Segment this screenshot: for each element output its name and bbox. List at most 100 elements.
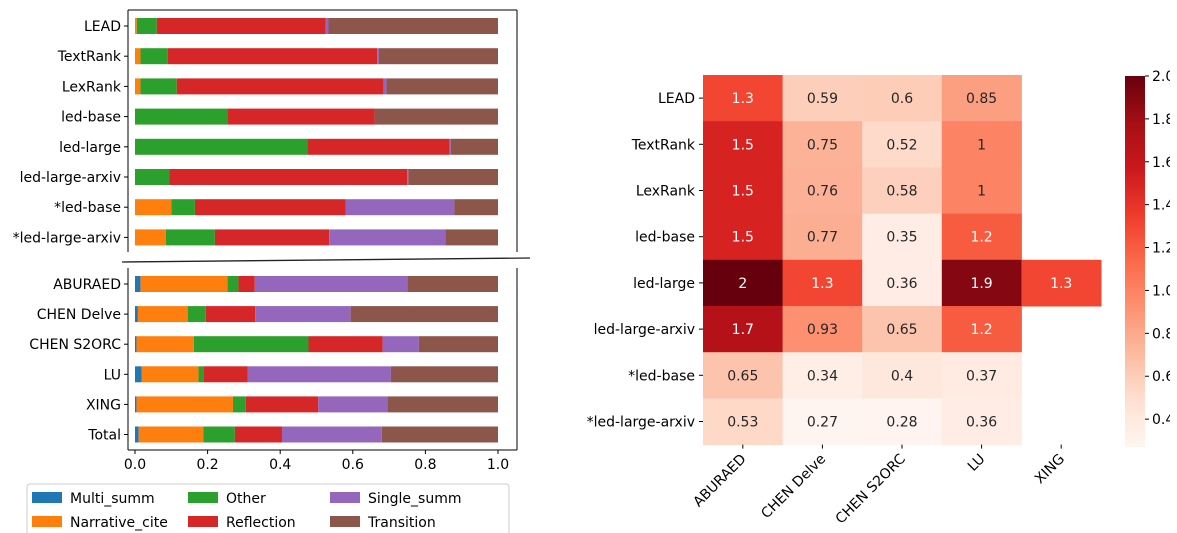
legend-label: Single_summ (368, 491, 461, 507)
heatmap-cell (782, 398, 863, 446)
x-tick-label: 1.0 (487, 457, 509, 473)
cell-label: 1 (977, 184, 986, 200)
cell-label: 1.2 (970, 230, 992, 246)
row-label: TextRank (631, 137, 696, 153)
bar-segment (227, 108, 375, 125)
colorbar-tick-label: 1.8 (1152, 112, 1170, 128)
heatmap-cell (703, 352, 784, 399)
column-label: LU (965, 451, 989, 475)
cell-label: 0.85 (966, 91, 997, 107)
bar-segment (378, 48, 498, 65)
bar-segment (318, 396, 388, 413)
cell-label: 1.5 (732, 184, 754, 200)
heatmap-cell (782, 75, 863, 122)
y-tick-label: led-base (61, 110, 121, 126)
row-label: *led-large-arxiv (587, 415, 695, 431)
bar-segment (135, 108, 228, 125)
bar-segment (136, 396, 234, 413)
bar-segment (169, 169, 408, 185)
bar-segment (454, 199, 498, 216)
column-label: CHEN S2ORC (833, 451, 909, 527)
bar-segment (255, 306, 351, 323)
bar-segment (282, 426, 382, 443)
row-label: led-base (635, 230, 695, 246)
heatmap-cell (862, 213, 943, 261)
colorbar-tick-label: 0.4 (1152, 412, 1170, 428)
bar-segment (254, 276, 408, 292)
heatmap-cell (862, 352, 943, 399)
heatmap-cell (703, 306, 784, 353)
row-label: led-large-arxiv (594, 322, 695, 338)
heatmap-cell (862, 121, 943, 168)
y-tick-label: ABURAED (53, 277, 121, 293)
legend-label: Narrative_cite (70, 515, 168, 531)
bar-segment (198, 366, 204, 383)
y-tick-label: LEAD (84, 19, 121, 35)
bar-segment (234, 426, 283, 443)
colorbar (1125, 76, 1145, 447)
legend-swatch (188, 492, 218, 503)
column-label: XING (1032, 451, 1068, 487)
bar-segment (136, 18, 157, 34)
bar-segment (408, 169, 498, 185)
bar-segment (449, 138, 451, 155)
cell-label: 0.76 (807, 184, 838, 200)
cell-label: 0.77 (807, 230, 838, 246)
y-tick-label: *led-base (54, 200, 121, 216)
cell-label: 1.2 (970, 322, 992, 338)
bar-segment (187, 306, 206, 323)
legend-swatch (188, 516, 218, 527)
bar-segment (205, 306, 256, 323)
y-tick-label: CHEN Delve (37, 307, 121, 323)
cell-label: 0.34 (807, 368, 838, 384)
cell-label: 1.9 (970, 276, 992, 292)
y-tick-label: led-large-arxiv (20, 170, 121, 186)
heatmap-cell (941, 398, 1022, 446)
bar-segment (140, 78, 177, 95)
bar-segment (194, 199, 346, 216)
cell-label: 1.5 (732, 230, 754, 246)
row-label: led-large (633, 276, 695, 292)
bar-segment (407, 276, 498, 292)
bar-segment (193, 336, 309, 353)
bar-segment (450, 138, 498, 155)
cell-label: 1.3 (1050, 276, 1072, 292)
bar-segment (227, 276, 239, 292)
bar-segment (329, 229, 446, 246)
heatmap-cell (862, 167, 943, 215)
bar-segment (308, 336, 383, 353)
cell-label: 0.27 (807, 415, 838, 431)
bar-segment (137, 306, 188, 323)
bar-segment (238, 276, 255, 292)
column-label: CHEN Delve (758, 451, 829, 522)
bar-segment (387, 396, 498, 413)
y-tick-label: TextRank (57, 49, 122, 65)
x-tick-label: 0.2 (196, 457, 218, 473)
bar-segment (135, 169, 170, 185)
cell-label: 0.35 (886, 230, 917, 246)
cell-label: 1.7 (732, 322, 754, 338)
cell-label: 0.58 (886, 184, 917, 200)
bar-segment (140, 48, 168, 65)
bar-segment (135, 396, 137, 413)
bar-segment (350, 306, 498, 323)
y-tick-label: *led-large-arxiv (13, 230, 121, 246)
cell-label: 0.36 (886, 276, 917, 292)
cell-label: 0.53 (727, 415, 758, 431)
legend-swatch (32, 492, 62, 503)
legend: Multi_summ Narrative_cite Other Reflection S… (26, 483, 510, 533)
bar-segment (171, 199, 195, 216)
legend-label: Reflection (226, 515, 296, 531)
heatmap-cell (703, 121, 784, 168)
axis-break-line (121, 257, 531, 263)
legend-label: Multi_summ (70, 491, 155, 507)
heatmap-cell (782, 259, 863, 307)
heatmap-cell (862, 306, 943, 353)
heatmap-cell (941, 75, 1022, 122)
bar-segment (165, 229, 215, 246)
bar-segment (138, 426, 204, 443)
cell-label: 1.5 (732, 137, 754, 153)
heatmap-cell (941, 306, 1022, 353)
legend-label: Transition (367, 515, 436, 531)
legend-frame (26, 483, 510, 533)
